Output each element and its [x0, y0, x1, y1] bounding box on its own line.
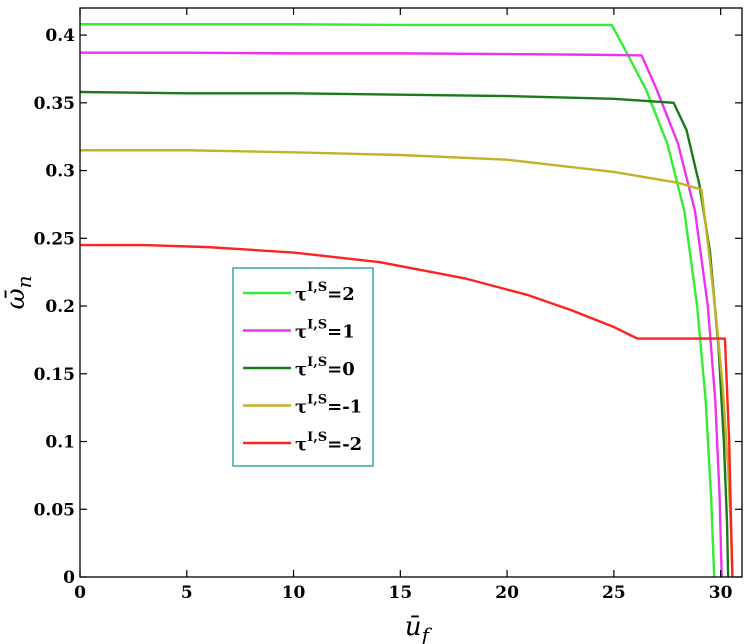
legend: τI,S=2 τI,S=1 τI,S=0 τI,S=-1 τI,S=-2	[232, 267, 374, 467]
plot-frame	[79, 7, 743, 578]
legend-label-4: τI,S=-1	[295, 393, 362, 418]
series-layer	[79, 23, 734, 578]
legend-label-5: τI,S=-2	[295, 430, 362, 455]
x-tick-label: 10	[282, 583, 306, 603]
x-tick-label: 15	[388, 583, 412, 603]
x-tick-label: 25	[602, 583, 626, 603]
y-tick-label: 0.4	[45, 26, 75, 46]
y-tick-label: 0	[63, 568, 75, 588]
y-tick-label: 0.1	[45, 433, 75, 453]
legend-label-2: τI,S=1	[295, 318, 355, 343]
x-tick-label: 5	[181, 583, 193, 603]
series-line-5	[80, 243, 734, 578]
y-tick-label: 0.25	[34, 229, 75, 249]
series-line-2	[80, 51, 723, 578]
x-tick-label: 30	[709, 583, 733, 603]
series-line-1	[80, 23, 716, 578]
y-tick-label: 0.35	[34, 94, 75, 114]
x-tick-label: 20	[495, 583, 519, 603]
y-tick-label: 0.3	[45, 162, 75, 182]
x-tick-label: 0	[74, 583, 86, 603]
y-tick-label: 0.15	[34, 365, 75, 385]
y-tick-label: 0.2	[45, 297, 75, 317]
y-axis-label: ω̄n	[1, 275, 36, 309]
tick-layer: 0 5 10 15 20 25 30 0 0.05 0.1 0.15 0.2 0.25 0.3 0.35 0.…	[34, 8, 742, 603]
y-tick-label: 0.05	[34, 500, 75, 520]
series-line-4	[80, 149, 734, 578]
legend-label-3: τI,S=0	[295, 355, 355, 380]
legend-label-1: τI,S=2	[295, 280, 355, 305]
series-line-3	[79, 90, 730, 578]
